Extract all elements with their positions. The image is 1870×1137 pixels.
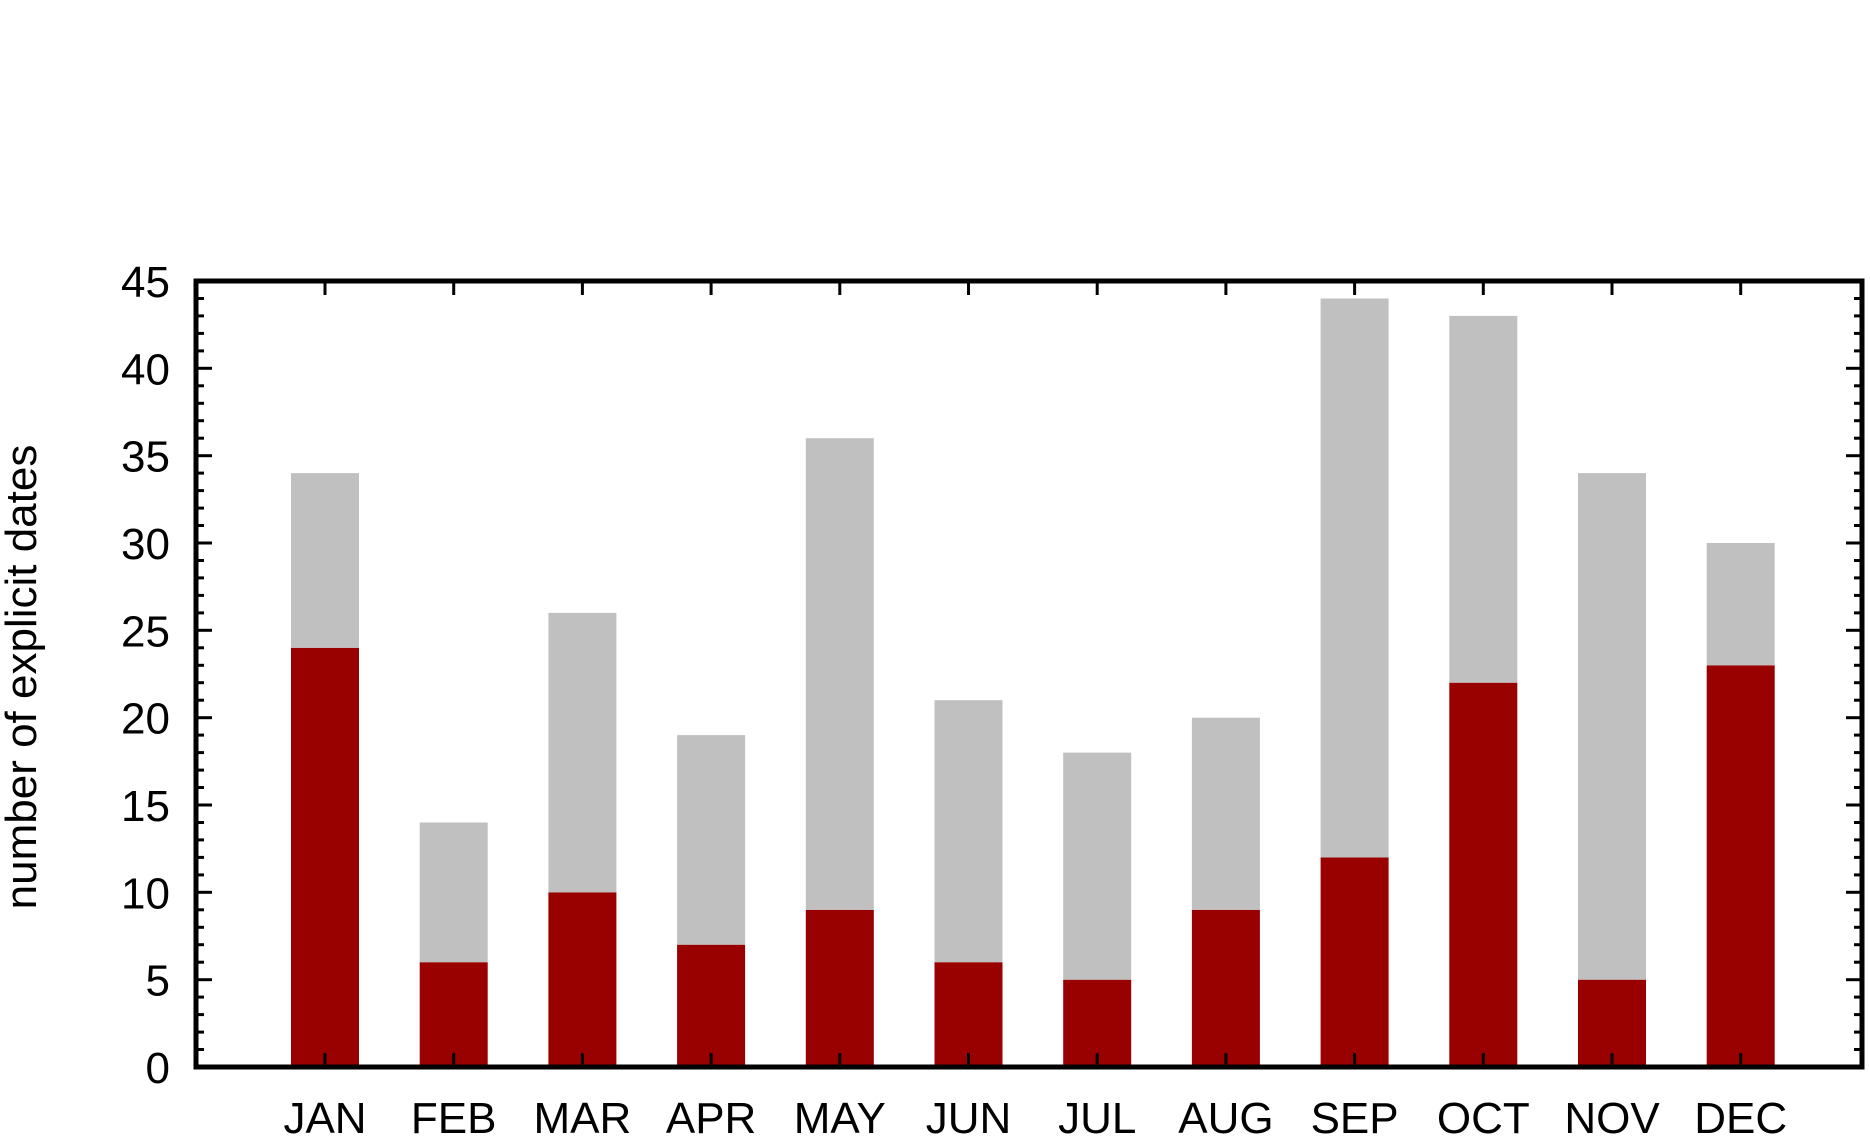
y-tick-label: 0 — [146, 1044, 170, 1093]
bar-jul-segment-1 — [1063, 979, 1132, 1067]
x-tick-label: OCT — [1437, 1094, 1530, 1137]
bar-jul-segment-2 — [1063, 752, 1132, 980]
x-tick-label: APR — [666, 1094, 756, 1137]
bar-aug-segment-1 — [1191, 909, 1260, 1067]
bar-oct-segment-2 — [1449, 315, 1518, 683]
y-axis-title: number of explicit dates — [0, 445, 46, 910]
x-tick-label: MAY — [794, 1094, 886, 1137]
x-tick-label: JAN — [283, 1094, 366, 1137]
bar-feb-segment-1 — [419, 962, 488, 1067]
plot-frame — [193, 278, 1865, 1070]
bar-mar-segment-1 — [548, 892, 617, 1067]
bar-feb-segment-2 — [419, 822, 488, 963]
y-tick-label: 25 — [121, 607, 170, 656]
y-tick-label: 45 — [121, 258, 170, 307]
y-tick-label: 35 — [121, 433, 170, 482]
bar-apr-segment-2 — [677, 735, 746, 945]
x-tick-label: AUG — [1178, 1094, 1273, 1137]
y-tick-labels: 0 5 10 15 20 25 30 35 40 45 — [121, 258, 170, 1093]
bar-jun-segment-1 — [934, 962, 1003, 1067]
bar-apr-segment-1 — [677, 944, 746, 1067]
x-tick-label: JUL — [1058, 1094, 1136, 1137]
x-tick-label: SEP — [1311, 1094, 1399, 1137]
y-tick-label: 15 — [121, 782, 170, 831]
bar-sep-segment-2 — [1320, 298, 1389, 858]
bar-jun-segment-2 — [934, 700, 1003, 963]
bar-mar-segment-2 — [548, 612, 617, 893]
bar-dec-segment-2 — [1706, 543, 1775, 666]
x-tick-labels: JAN FEB MAR APR MAY JUN JUL AUG SEP OCT NOV DEC — [283, 1094, 1787, 1137]
bar-may-segment-2 — [805, 438, 874, 910]
bar-sep-segment-1 — [1320, 857, 1389, 1067]
bars-group — [291, 298, 1775, 1067]
bar-oct-segment-1 — [1449, 682, 1518, 1067]
y-tick-label: 5 — [146, 957, 170, 1006]
x-tick-label: NOV — [1564, 1094, 1660, 1137]
bar-nov-segment-2 — [1578, 473, 1646, 980]
y-tick-label: 10 — [121, 869, 170, 918]
y-tick-label: 20 — [121, 695, 170, 744]
bar-jan-segment-2 — [291, 473, 359, 648]
y-tick-label: 40 — [121, 345, 170, 394]
bar-nov-segment-1 — [1578, 979, 1646, 1067]
y-tick-label: 30 — [121, 520, 170, 569]
bar-may-segment-1 — [805, 909, 874, 1067]
x-tick-label: MAR — [534, 1094, 632, 1137]
x-tick-label: FEB — [411, 1094, 497, 1137]
x-tick-label: JUN — [926, 1094, 1012, 1137]
bar-jan-segment-1 — [291, 647, 359, 1067]
bar-dec-segment-1 — [1706, 665, 1775, 1067]
bar-aug-segment-2 — [1191, 717, 1260, 910]
x-tick-label: DEC — [1694, 1094, 1787, 1137]
